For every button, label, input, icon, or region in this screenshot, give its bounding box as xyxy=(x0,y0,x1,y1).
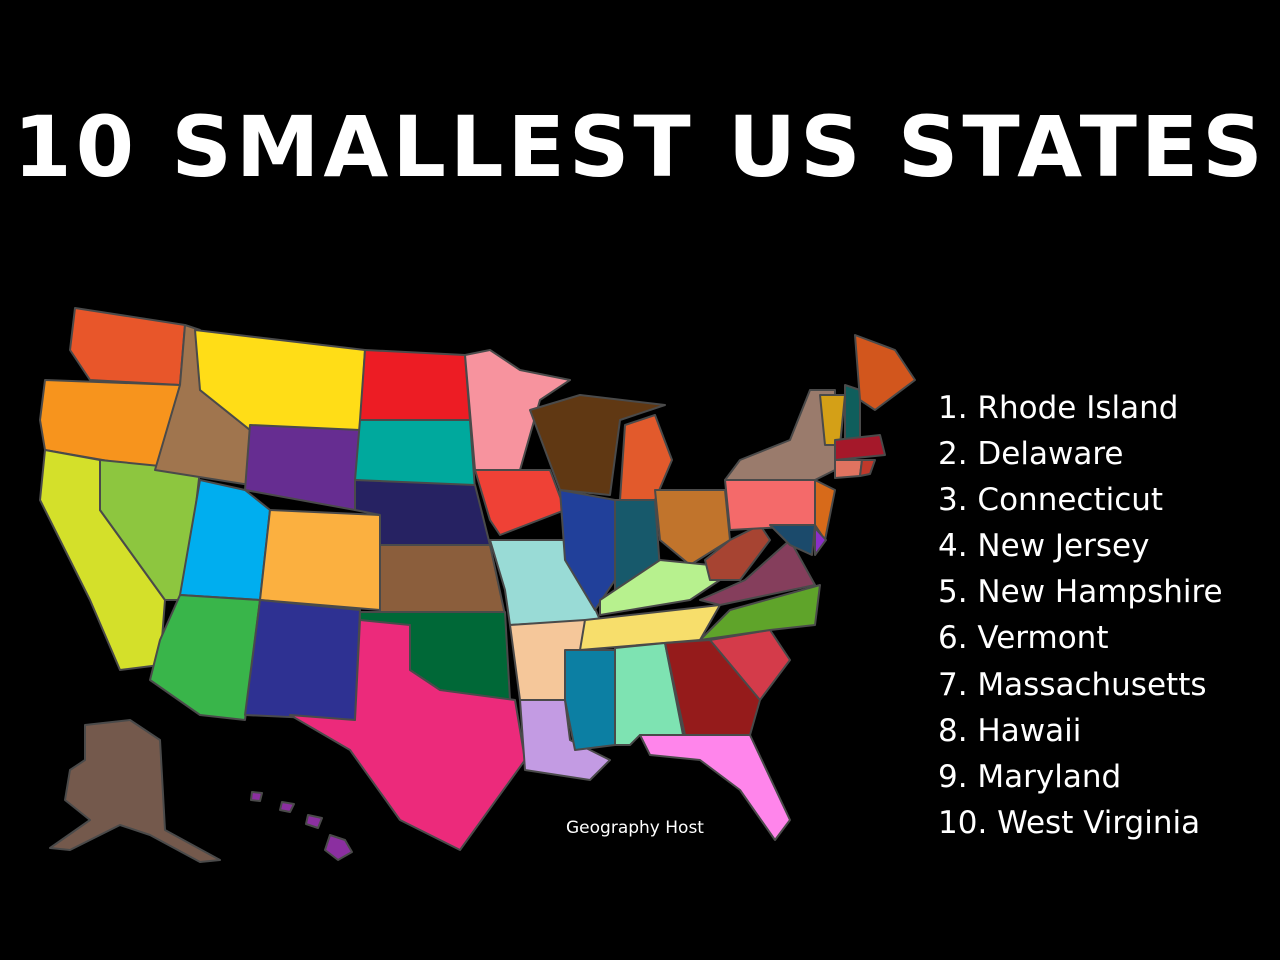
state-pennsylvania xyxy=(724,474,821,531)
state-maine xyxy=(854,334,916,411)
state-florida xyxy=(639,734,791,841)
ranking-item: 5. New Hampshire xyxy=(938,574,1223,611)
state-michigan xyxy=(619,414,673,501)
state-hawaii-kauai xyxy=(250,791,263,802)
state-arizona xyxy=(149,594,261,721)
state-delaware xyxy=(814,527,827,556)
credit-watermark: Geography Host xyxy=(566,818,704,838)
state-mississippi xyxy=(564,649,616,751)
ranking-item: 1. Rhode Island xyxy=(938,390,1179,426)
state-maryland xyxy=(769,524,816,556)
state-south-dakota xyxy=(354,419,476,491)
state-rhode-island xyxy=(859,459,876,477)
state-hawaii-big-island xyxy=(324,834,353,861)
state-virginia xyxy=(699,539,816,606)
state-connecticut xyxy=(834,459,863,479)
ranking-item: 10. West Virginia xyxy=(938,804,1201,841)
state-vermont xyxy=(819,394,846,446)
state-massachusetts xyxy=(834,434,886,461)
ranking-list: 1. Rhode Island 2. Delaware 3. Connectic… xyxy=(938,388,1223,849)
page-title: 10 SMALLEST US STATES xyxy=(13,98,1267,196)
state-illinois xyxy=(559,489,616,611)
ranking-item: 4. New Jersey xyxy=(938,528,1150,565)
state-west-virginia xyxy=(704,524,771,581)
state-wyoming xyxy=(244,424,361,511)
state-iowa xyxy=(474,469,566,536)
ranking-item: 6. Vermont xyxy=(938,620,1109,657)
state-hawaii-maui xyxy=(305,814,323,829)
ranking-item: 9. Maryland xyxy=(938,758,1122,795)
ranking-item: 2. Delaware xyxy=(938,436,1124,473)
state-texas xyxy=(289,619,526,851)
state-north-carolina xyxy=(699,584,821,641)
state-new-mexico xyxy=(244,599,361,721)
ranking-item: 3. Connecticut xyxy=(938,482,1164,519)
ranking-item: 8. Hawaii xyxy=(938,712,1082,749)
state-north-dakota xyxy=(359,349,471,421)
state-hawaii-oahu xyxy=(279,801,295,813)
ranking-item: 7. Massachusetts xyxy=(938,666,1207,703)
state-kansas xyxy=(379,544,506,616)
state-colorado xyxy=(259,509,381,611)
state-alaska xyxy=(49,719,221,863)
state-new-york xyxy=(724,389,836,481)
state-washington xyxy=(69,307,186,386)
state-new-hampshire xyxy=(844,384,861,441)
state-ohio xyxy=(654,489,731,566)
